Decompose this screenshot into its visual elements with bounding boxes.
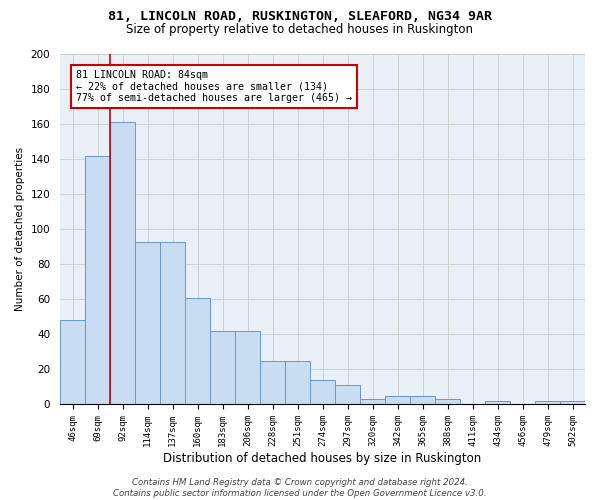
Bar: [60, 320, 85, 404]
Text: 81, LINCOLN ROAD, RUSKINGTON, SLEAFORD, NG34 9AR: 81, LINCOLN ROAD, RUSKINGTON, SLEAFORD, …: [108, 10, 492, 23]
Bar: [385, 396, 410, 404]
Bar: [335, 385, 360, 404]
Bar: [85, 156, 110, 404]
Bar: [560, 401, 585, 404]
Bar: [135, 242, 160, 404]
Text: Size of property relative to detached houses in Ruskington: Size of property relative to detached ho…: [127, 22, 473, 36]
Text: 81 LINCOLN ROAD: 84sqm
← 22% of detached houses are smaller (134)
77% of semi-de: 81 LINCOLN ROAD: 84sqm ← 22% of detached…: [76, 70, 352, 103]
Bar: [185, 298, 210, 405]
Text: Contains HM Land Registry data © Crown copyright and database right 2024.
Contai: Contains HM Land Registry data © Crown c…: [113, 478, 487, 498]
Bar: [485, 401, 510, 404]
Bar: [210, 331, 235, 404]
Bar: [235, 331, 260, 404]
Bar: [260, 360, 285, 405]
Bar: [310, 380, 335, 404]
Bar: [110, 122, 135, 404]
Bar: [410, 396, 435, 404]
X-axis label: Distribution of detached houses by size in Ruskington: Distribution of detached houses by size …: [163, 452, 482, 465]
Y-axis label: Number of detached properties: Number of detached properties: [15, 147, 25, 312]
Bar: [160, 242, 185, 404]
Bar: [435, 399, 460, 404]
Bar: [360, 399, 385, 404]
Bar: [285, 360, 310, 405]
Bar: [535, 401, 560, 404]
